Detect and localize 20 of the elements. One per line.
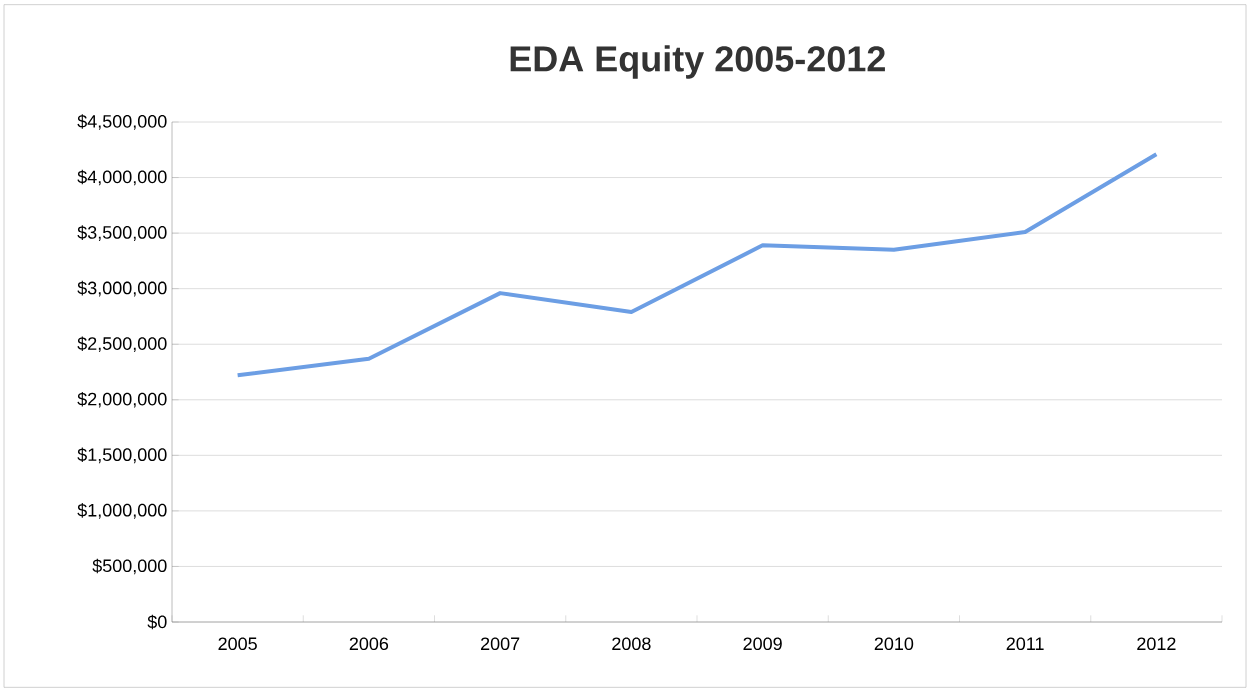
y-tick-label: $0 [147,614,167,630]
y-tick-label: $4,000,000 [77,169,167,186]
x-tick-label: 2012 [1137,637,1176,651]
y-tick-label: $2,500,000 [77,336,167,353]
x-tick-label: 2009 [743,637,782,651]
x-tick-label: 2008 [612,637,651,651]
y-tick-label: $1,500,000 [77,447,167,464]
x-tick-label: 2011 [1006,637,1044,651]
y-tick-label: $2,000,000 [77,391,167,408]
line-series [235,152,1159,378]
x-tick-label: 2005 [218,637,257,651]
y-tick-label: $1,000,000 [77,503,167,519]
chart-title: EDA Equity 2005-2012 [510,45,885,79]
y-tick-label: $4,500,000 [77,114,167,130]
y-tick-label: $3,500,000 [77,225,167,241]
y-tick-label: $3,000,000 [77,280,167,297]
x-tick-label: 2010 [874,637,914,651]
x-tick-label: 2006 [349,637,389,651]
y-tick-label: $500,000 [92,558,167,575]
x-tick-label: 2007 [481,637,520,651]
